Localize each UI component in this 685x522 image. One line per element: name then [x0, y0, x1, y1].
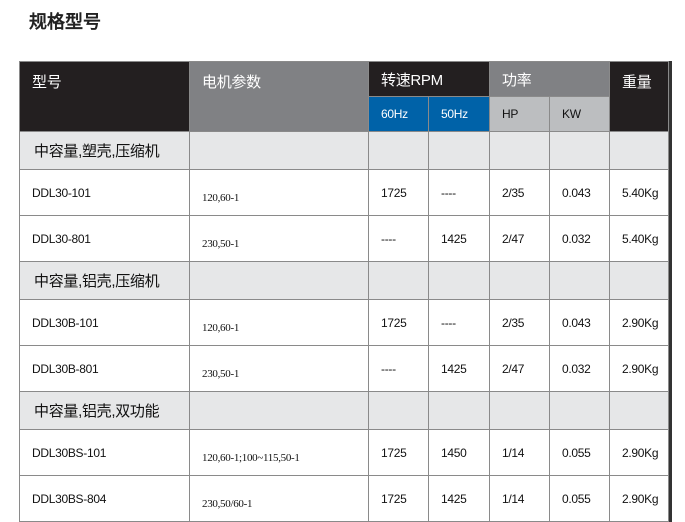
empty-cell	[489, 261, 550, 300]
header-motor-params: 电机参数	[189, 61, 369, 132]
cell-model: DDL30BS-101	[19, 429, 190, 476]
cell-weight: 2.90Kg	[609, 429, 669, 476]
cell-model: DDL30-101	[19, 169, 190, 216]
header-rpm: 转速RPM	[368, 61, 490, 97]
cell-model: DDL30B-101	[19, 299, 190, 346]
header-60hz: 60Hz	[368, 96, 429, 132]
cell-weight: 2.90Kg	[609, 299, 669, 346]
section-title: 中容量,铝壳,压缩机	[19, 261, 190, 300]
empty-cell	[428, 131, 490, 170]
section-row: 中容量,塑壳,压缩机	[19, 131, 669, 170]
empty-cell	[189, 261, 369, 300]
cell-hp: 2/47	[489, 215, 550, 262]
empty-cell	[489, 391, 550, 430]
header-power: 功率	[489, 61, 610, 97]
empty-cell	[609, 261, 669, 300]
cell-rpm60: ----	[368, 215, 429, 262]
cell-model: DDL30BS-804	[19, 475, 190, 522]
header-model: 型号	[19, 61, 190, 132]
cell-rpm50: ----	[428, 169, 490, 216]
empty-cell	[368, 391, 429, 430]
empty-cell	[368, 261, 429, 300]
section-row: 中容量,铝壳,双功能	[19, 391, 669, 430]
empty-cell	[609, 131, 669, 170]
empty-cell	[189, 131, 369, 170]
empty-cell	[489, 131, 550, 170]
table-row: DDL30-101 120,60-1 1725 ---- 2/35 0.043 5.40Kg	[19, 169, 669, 216]
cell-weight: 2.90Kg	[609, 475, 669, 522]
cell-hp: 1/14	[489, 475, 550, 522]
cell-weight: 5.40Kg	[609, 169, 669, 216]
empty-cell	[549, 261, 610, 300]
cell-rpm60: 1725	[368, 429, 429, 476]
header-weight: 重量	[609, 61, 669, 132]
cell-params: 120,60-1;100~115,50-1	[189, 429, 369, 476]
cell-model: DDL30B-801	[19, 345, 190, 392]
cell-rpm50: 1425	[428, 345, 490, 392]
cell-params: 230,50-1	[189, 215, 369, 262]
header-50hz: 50Hz	[428, 96, 490, 132]
cell-kw: 0.032	[549, 345, 610, 392]
empty-cell	[189, 391, 369, 430]
cell-hp: 1/14	[489, 429, 550, 476]
cell-rpm50: ----	[428, 299, 490, 346]
cell-hp: 2/47	[489, 345, 550, 392]
cell-kw: 0.043	[549, 169, 610, 216]
cell-hp: 2/35	[489, 299, 550, 346]
section-title: 中容量,铝壳,双功能	[19, 391, 190, 430]
cell-params: 230,50/60-1	[189, 475, 369, 522]
cell-kw: 0.032	[549, 215, 610, 262]
cell-hp: 2/35	[489, 169, 550, 216]
header-hp: HP	[489, 96, 550, 132]
empty-cell	[609, 391, 669, 430]
cell-rpm50: 1425	[428, 475, 490, 522]
table-row: DDL30BS-101 120,60-1;100~115,50-1 1725 1450…	[19, 429, 669, 476]
cell-kw: 0.055	[549, 475, 610, 522]
empty-cell	[428, 261, 490, 300]
cell-rpm60: 1725	[368, 299, 429, 346]
cell-rpm50: 1450	[428, 429, 490, 476]
cell-params: 120,60-1	[189, 299, 369, 346]
cell-weight: 2.90Kg	[609, 345, 669, 392]
cell-kw: 0.043	[549, 299, 610, 346]
section-row: 中容量,铝壳,压缩机	[19, 261, 669, 300]
cell-rpm60: 1725	[368, 169, 429, 216]
table-row: DDL30-801 230,50-1 ---- 1425 2/47 0.032 5.40Kg	[19, 215, 669, 262]
empty-cell	[549, 391, 610, 430]
page-title: 规格型号	[29, 12, 101, 32]
empty-cell	[549, 131, 610, 170]
empty-cell	[368, 131, 429, 170]
cell-weight: 5.40Kg	[609, 215, 669, 262]
cell-rpm60: 1725	[368, 475, 429, 522]
table-row: DDL30B-101 120,60-1 1725 ---- 2/35 0.043 2.90K…	[19, 299, 669, 346]
cell-rpm50: 1425	[428, 215, 490, 262]
spec-table: 型号 电机参数 转速RPM 功率 重量 60Hz 50Hz HP KW 中容量,…	[19, 61, 669, 522]
cell-params: 230,50-1	[189, 345, 369, 392]
section-title: 中容量,塑壳,压缩机	[19, 131, 190, 170]
cell-model: DDL30-801	[19, 215, 190, 262]
table-row: DDL30B-801 230,50-1 ---- 1425 2/47 0.032 2.90K…	[19, 345, 669, 392]
cell-kw: 0.055	[549, 429, 610, 476]
cell-params: 120,60-1	[189, 169, 369, 216]
header-kw: KW	[549, 96, 610, 132]
empty-cell	[428, 391, 490, 430]
cell-rpm60: ----	[368, 345, 429, 392]
table-row: DDL30BS-804 230,50/60-1 1725 1425 1/14 0.055 2…	[19, 475, 669, 522]
